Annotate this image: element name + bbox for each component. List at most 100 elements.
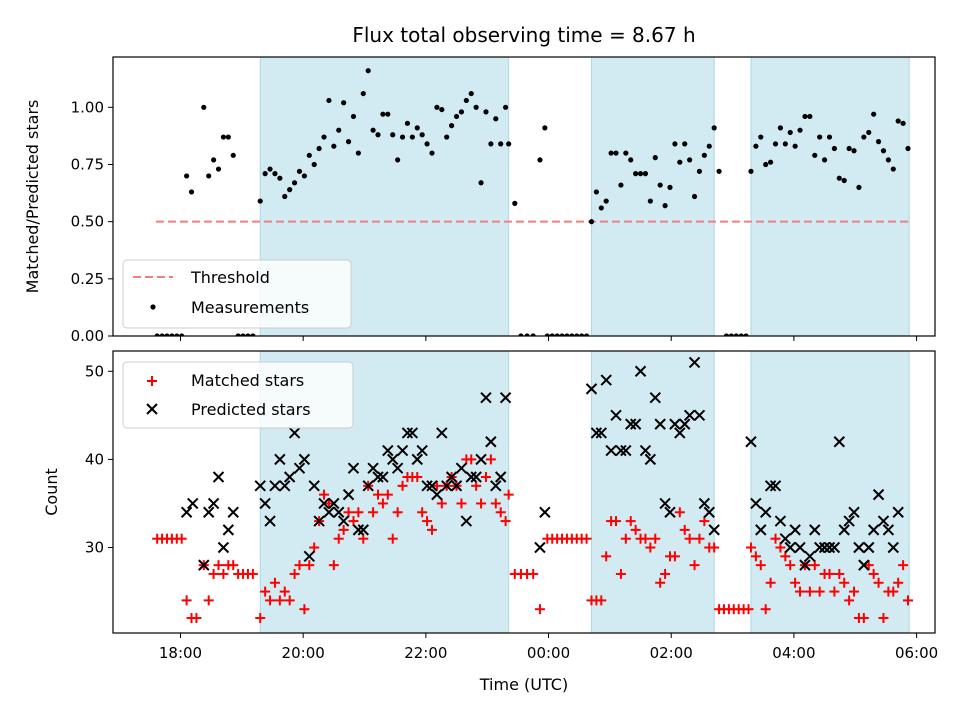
- measurement-point: [240, 333, 246, 336]
- matched-star-marker: [255, 613, 266, 624]
- predicted-star-marker: [779, 532, 792, 545]
- measurement-point: [647, 198, 653, 204]
- matched-star-marker: [218, 568, 229, 579]
- matched-star-marker: [397, 480, 408, 491]
- predicted-star-marker: [688, 356, 701, 369]
- top-panel: 0.00 0.25 0.50 0.75 1.00 Matched/Predicted st…: [23, 56, 936, 345]
- predicted-star-marker: [445, 471, 458, 483]
- measurement-point: [846, 145, 852, 152]
- legend-matched-label: Matched stars: [191, 371, 304, 390]
- measurement-point: [701, 152, 707, 158]
- measurement-point: [375, 132, 381, 138]
- predicted-star-marker: [809, 524, 821, 536]
- x-tick-label: 00:00: [527, 644, 570, 662]
- matched-star-marker: [765, 577, 776, 588]
- measurement-point: [360, 90, 366, 97]
- matched-star-marker: [755, 560, 766, 571]
- predicted-star-marker: [288, 427, 301, 439]
- measurement-point: [743, 333, 749, 336]
- measurement-point: [706, 143, 712, 149]
- measurement-point: [380, 111, 386, 117]
- matched-star-marker: [814, 586, 825, 597]
- measurement-point: [613, 150, 619, 156]
- measurement-point: [618, 182, 624, 188]
- predicted-star-marker: [833, 436, 846, 448]
- measurement-point: [365, 68, 371, 74]
- measurement-point: [905, 145, 911, 152]
- measurement-point: [390, 132, 396, 138]
- legend-box: [122, 361, 354, 429]
- measurement-point: [321, 134, 327, 140]
- matched-star-marker: [323, 498, 334, 509]
- legend-matched-swatch: [147, 376, 157, 386]
- y-tick-label: 50: [85, 362, 104, 380]
- predicted-star-marker: [887, 541, 899, 554]
- predicted-star-marker: [293, 462, 306, 474]
- matched-star-marker: [903, 595, 914, 606]
- matched-star-marker: [373, 489, 384, 500]
- matched-star-marker: [775, 542, 786, 553]
- measurement-point: [662, 203, 668, 209]
- matched-star-marker: [684, 533, 695, 544]
- matched-star-marker: [228, 560, 239, 571]
- predicted-star-marker: [362, 480, 374, 492]
- measurement-point: [235, 333, 241, 336]
- measurement-point: [414, 125, 420, 131]
- measurement-point: [738, 333, 744, 336]
- observing-band: [750, 57, 910, 336]
- predicted-star-marker: [882, 524, 895, 536]
- matched-star-marker: [490, 498, 501, 509]
- predicted-star-marker: [605, 444, 617, 457]
- x-tick-label: 04:00: [772, 644, 815, 662]
- measurement-point: [336, 127, 342, 133]
- measurement-point: [866, 129, 872, 136]
- measurement-point: [498, 141, 504, 147]
- predicted-star-marker: [659, 497, 671, 510]
- measurement-point: [458, 109, 465, 115]
- predicted-star-marker: [259, 497, 271, 510]
- measurement-point: [306, 152, 312, 158]
- measurement-point: [502, 104, 509, 110]
- measurement-point: [542, 125, 548, 131]
- measurement-point: [875, 139, 882, 145]
- predicted-star-marker: [590, 427, 603, 439]
- matched-star-marker: [630, 524, 641, 535]
- measurement-point: [287, 187, 293, 193]
- measurement-point: [262, 171, 268, 177]
- matched-star-marker: [485, 454, 496, 465]
- predicted-star-marker: [431, 488, 443, 501]
- measurement-point: [225, 134, 231, 140]
- measurement-point: [672, 141, 678, 147]
- predicted-star-marker: [347, 462, 360, 474]
- matched-star-marker: [213, 560, 224, 571]
- matched-star-marker: [269, 577, 280, 588]
- matched-star-marker: [625, 516, 636, 527]
- matched-star-marker: [279, 586, 290, 597]
- matched-star-marker: [208, 568, 219, 579]
- matched-star-marker: [191, 613, 202, 624]
- predicted-star-marker: [490, 480, 502, 492]
- measurement-point: [598, 205, 604, 211]
- measurement-point: [633, 171, 639, 177]
- predicted-star-marker: [664, 506, 676, 518]
- predicted-star-marker: [799, 559, 811, 571]
- predicted-star-marker: [313, 515, 325, 527]
- predicted-star-marker: [499, 391, 512, 404]
- predicted-star-marker: [683, 409, 696, 422]
- plot-area: [154, 57, 911, 336]
- predicted-star-marker: [620, 444, 632, 457]
- predicted-star-marker: [610, 409, 622, 422]
- measurement-point: [841, 177, 847, 184]
- predicted-star-marker: [654, 418, 666, 430]
- measurement-point: [512, 200, 518, 206]
- axes-frame: [112, 350, 936, 634]
- matched-star-marker: [422, 516, 433, 527]
- predicted-star-marker: [585, 383, 598, 395]
- predicted-star-marker: [352, 524, 365, 536]
- matched-star-marker: [377, 498, 388, 509]
- measurement-point: [554, 333, 560, 336]
- measurement-point: [211, 157, 217, 163]
- matched-star-marker: [392, 507, 403, 518]
- predicted-star-marker: [813, 541, 826, 554]
